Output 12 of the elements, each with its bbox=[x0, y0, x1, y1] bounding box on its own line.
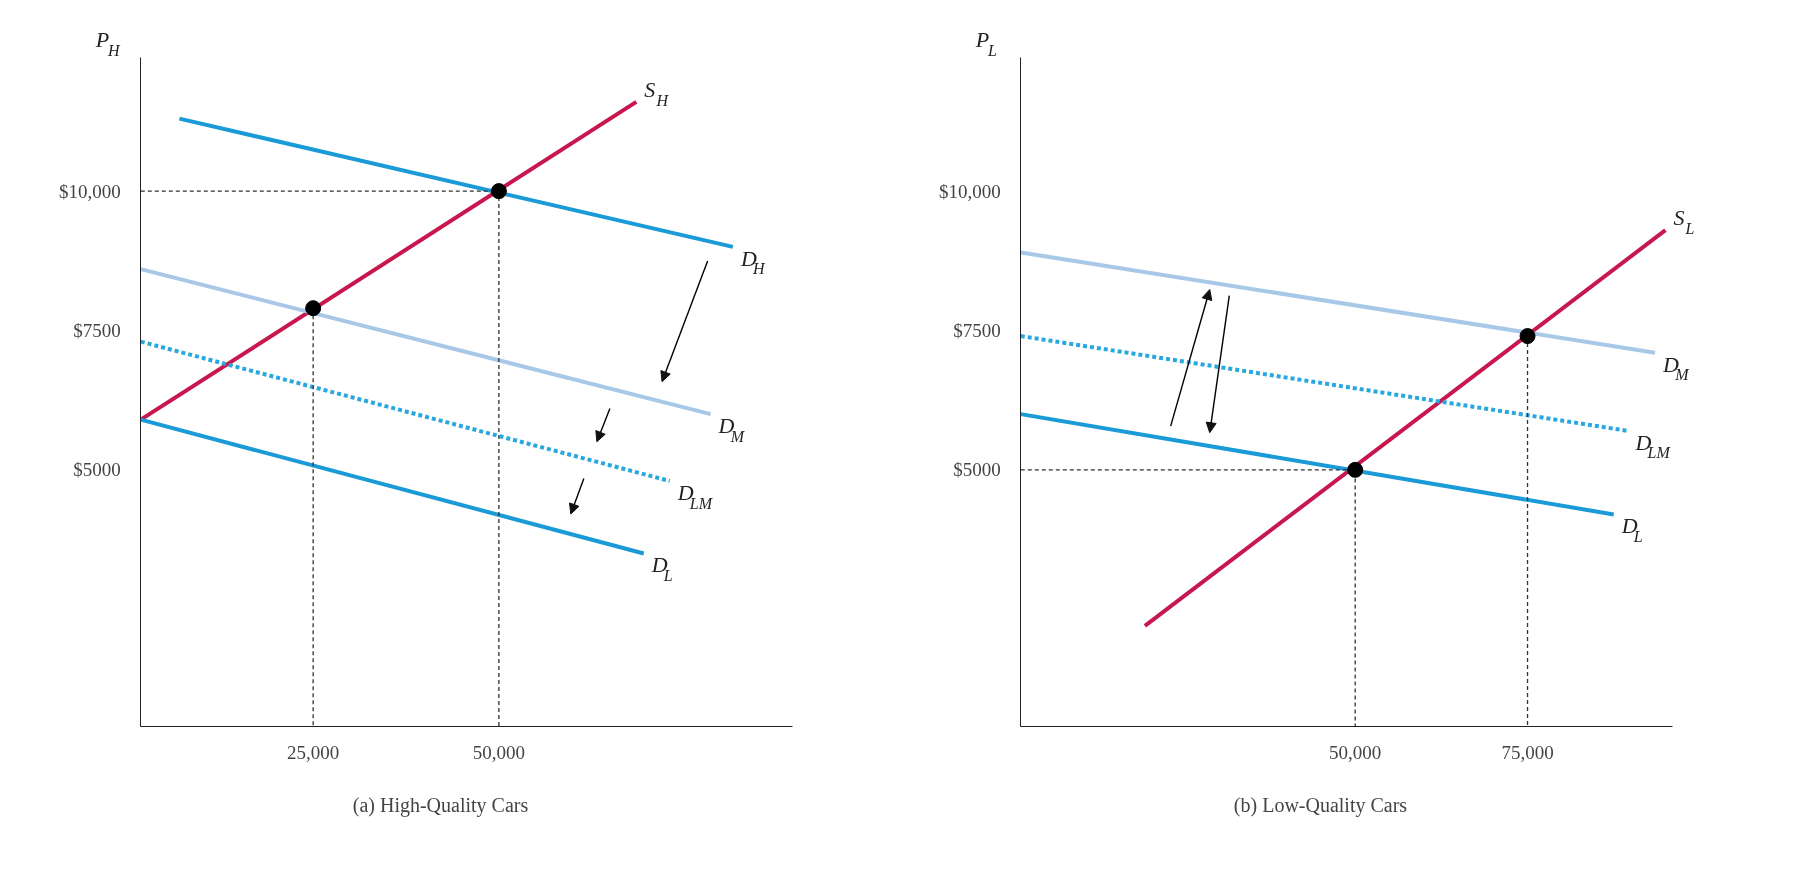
y-tick-label: $7500 bbox=[953, 319, 1001, 341]
text: (b) Low-Quality Cars bbox=[1233, 793, 1408, 817]
text: (a) High-Quality Cars bbox=[352, 793, 529, 817]
y-tick-label: $10,000 bbox=[939, 180, 1001, 202]
y-tick-label: $5000 bbox=[73, 459, 121, 481]
y-tick-label: $5000 bbox=[953, 459, 1001, 481]
x-tick-label: 50,000 bbox=[472, 742, 525, 764]
x-tick-label: 25,000 bbox=[287, 742, 340, 764]
y-tick-label: $10,000 bbox=[59, 180, 121, 202]
y-tick-label: $7500 bbox=[73, 319, 121, 341]
x-tick-label: 50,000 bbox=[1329, 742, 1382, 764]
x-tick-label: 75,000 bbox=[1501, 742, 1554, 764]
